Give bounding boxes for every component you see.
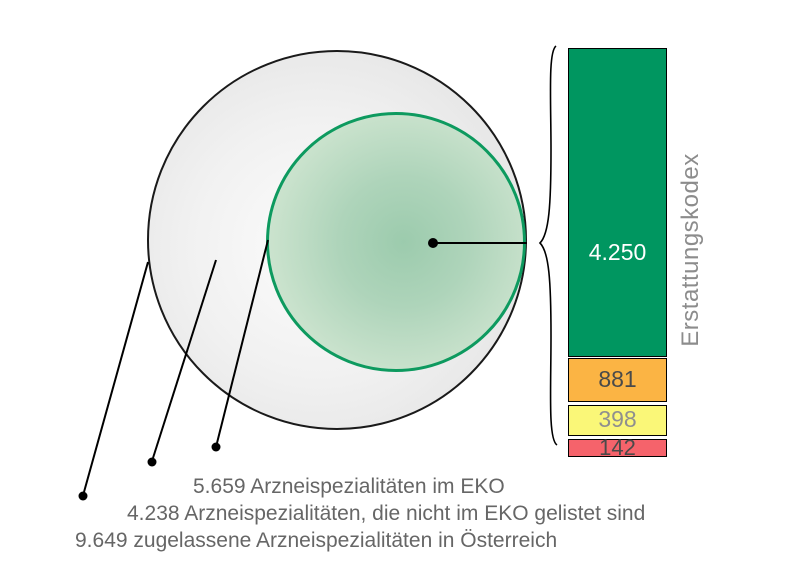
callout-dot-total-registered [78,491,88,501]
bar-brace [538,45,558,446]
bar-segment-green [568,48,667,357]
bar-axis-label: Erstattungskodex [677,153,704,347]
bar-value-yellow: 398 [598,406,637,432]
bar-value-green: 4.250 [588,239,647,265]
bar-segment-yellow [568,405,667,436]
callout-line-total-registered [83,261,149,493]
callout-dot-not-in-eko [147,457,157,467]
caption-in-eko: 5.659 Arzneispezialitäten im EKO [193,475,505,498]
bar-segment-red [568,439,667,457]
callout-dot-in-eko [211,442,221,452]
bar-value-orange: 881 [598,366,637,392]
bar-value-red: 142 [599,435,636,460]
inner-circle-eko-medicines [266,112,526,372]
bar-segment-orange [568,358,667,402]
caption-total-registered: 9.649 zugelassene Arzneispezialitäten in… [75,529,558,552]
caption-not-in-eko: 4.238 Arzneispezialitäten, die nicht im … [127,502,646,525]
